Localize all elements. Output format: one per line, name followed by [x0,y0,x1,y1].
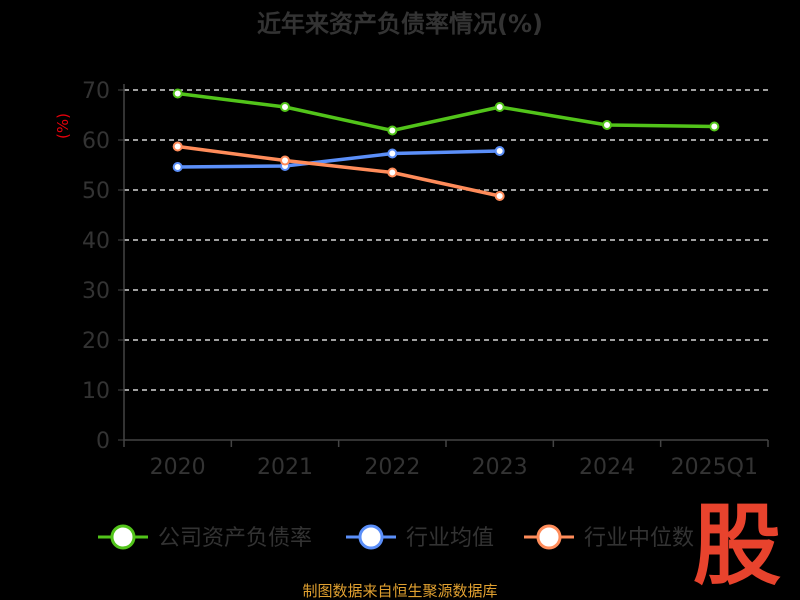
data-point [494,191,505,201]
chart-title: 近年来资产负债率情况(%) [257,10,543,38]
data-point [602,120,612,130]
data-point [280,155,290,166]
legend-marker [110,524,136,550]
y-tick-label: 10 [82,379,110,404]
series-layer [172,88,720,201]
legend: 公司资产负债率 行业均值 行业中位数 [98,524,694,551]
y-tick-label: 30 [82,279,110,304]
data-point [387,167,398,178]
data-point [172,162,183,172]
data-point [709,121,720,132]
axes: 0 10 20 30 40 50 60 70 2020 2021 2022 2023 2024 2025Q… [82,79,769,480]
data-point [280,102,290,112]
grid-lines [124,89,768,391]
legend-marker [358,524,384,550]
legend-label: 行业均值 [406,526,494,551]
x-tick-label: 2020 [150,455,206,480]
data-point [494,146,505,156]
y-tick-label: 20 [82,329,110,354]
legend-marker [536,524,562,550]
data-point [387,125,398,136]
legend-label: 行业中位数 [584,526,694,551]
data-point [387,148,398,159]
x-tick-label: 2022 [364,455,420,480]
y-tick-label: 60 [82,129,110,154]
y-tick-label: 40 [82,229,110,254]
x-tick-label: 2024 [579,455,635,480]
series-line [175,91,717,133]
y-tick-label: 70 [82,79,110,104]
source-note: 制图数据来自恒生聚源数据库 [302,582,497,600]
data-point [494,102,505,112]
legend-label: 公司资产负债率 [158,526,312,551]
y-axis-label: (%) [54,113,72,139]
x-tick-label: 2025Q1 [671,455,758,480]
x-tick-label: 2021 [257,455,313,480]
data-point [172,88,183,99]
series-line [175,144,502,198]
data-point [172,141,183,152]
watermark-logo: 股 [693,494,781,597]
series-line [175,149,502,169]
y-tick-label: 0 [96,429,110,454]
y-tick-label: 50 [82,179,110,204]
x-tick-label: 2023 [472,455,528,480]
